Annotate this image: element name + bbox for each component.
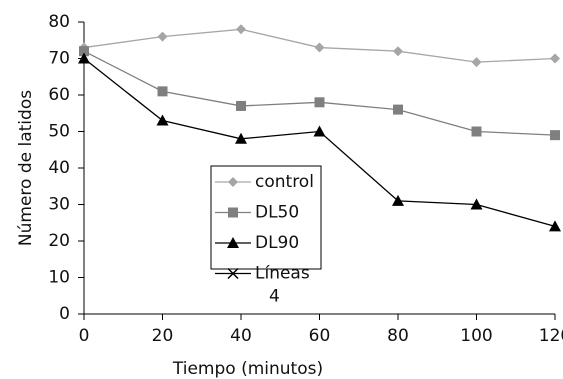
legend-label: DL50 [255, 203, 299, 223]
legend-marker [228, 177, 238, 187]
data-point [393, 46, 403, 57]
data-point [313, 125, 326, 137]
data-point [550, 130, 560, 141]
x-tick-label: 0 [79, 326, 90, 346]
data-point [471, 57, 482, 68]
x-tick-label: 60 [309, 326, 331, 346]
y-tick-label: 80 [48, 12, 70, 32]
x-tick-label: 80 [387, 326, 409, 346]
y-axis-label: Número de latidos [16, 90, 36, 246]
data-point [157, 31, 168, 42]
y-tick-label: 30 [48, 195, 70, 215]
legend-label: DL90 [255, 233, 299, 253]
data-point [470, 198, 483, 210]
data-point [156, 114, 169, 126]
legend-label: control [255, 172, 314, 192]
data-point [78, 52, 90, 64]
data-point [314, 42, 325, 53]
data-point [235, 132, 247, 144]
data-point [550, 53, 560, 64]
x-axis-label: Tiempo (minutos) [172, 359, 323, 379]
y-tick-label: 0 [59, 304, 70, 324]
data-point [236, 24, 246, 35]
data-point [549, 220, 561, 232]
data-point [314, 97, 325, 108]
y-tick-label: 60 [48, 85, 70, 105]
data-point [393, 104, 403, 115]
y-tick-label: 20 [48, 231, 70, 251]
legend-label: Líneas 4 [255, 264, 315, 307]
data-point [79, 46, 89, 57]
legend-marker [227, 237, 239, 248]
x-tick-label: 120 [539, 326, 563, 346]
data-point [157, 86, 168, 97]
legend-label-line: 4 [269, 287, 280, 307]
legend-marker [228, 207, 238, 218]
y-tick-label: 40 [48, 158, 70, 178]
y-tick-label: 50 [48, 122, 70, 142]
data-point [236, 100, 246, 111]
series-line [83, 50, 556, 136]
x-tick-label: 20 [152, 326, 174, 346]
legend-label-line: Líneas [255, 264, 315, 284]
data-point [392, 194, 404, 206]
x-tick-label: 100 [460, 326, 492, 346]
data-point [471, 126, 482, 137]
legend-marker [227, 267, 239, 280]
y-tick-label: 70 [48, 49, 70, 69]
x-tick-label: 40 [230, 326, 252, 346]
y-tick-label: 10 [48, 268, 70, 288]
